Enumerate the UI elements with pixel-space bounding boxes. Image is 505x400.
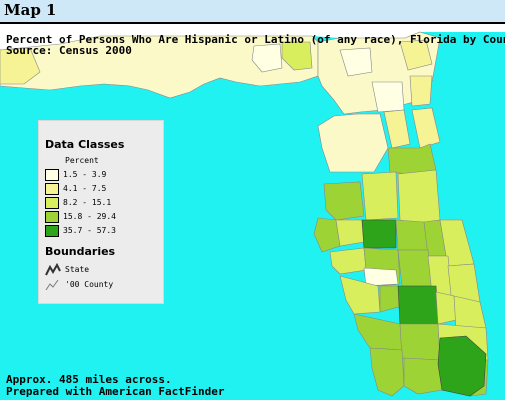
county-duval[interactable] — [399, 39, 433, 71]
county-gadsden[interactable] — [251, 43, 283, 73]
county-hendry[interactable] — [397, 285, 439, 325]
legend-swatch-4 — [45, 211, 59, 223]
county-monroe-mainland[interactable] — [403, 357, 443, 395]
boundary-county-label: '00 County — [65, 280, 114, 289]
boundary-county: '00 County — [45, 278, 155, 292]
map-title: Percent of Persons Who Are Hispanic or L… — [6, 34, 505, 56]
county-collier[interactable] — [369, 347, 405, 397]
legend-swatch-1 — [45, 169, 59, 181]
legend-class-4: 15.8 - 29.4 — [45, 211, 155, 223]
legend-title: Data Classes — [45, 138, 125, 151]
map-frame: Percent of Persons Who Are Hispanic or L… — [0, 22, 505, 400]
legend-label-5: 35.7 - 57.3 — [63, 226, 116, 235]
county-volusia-north[interactable] — [387, 143, 437, 175]
county-boundary-icon — [45, 279, 59, 291]
header-bar: Map 1 — [0, 0, 505, 22]
county-miami-dade[interactable] — [437, 335, 487, 397]
county-lake-sumter[interactable] — [361, 171, 399, 221]
county-escambia[interactable] — [0, 47, 41, 85]
legend-label-1: 1.5 - 3.9 — [63, 170, 107, 179]
legend-class-3: 8.2 - 15.1 — [45, 197, 155, 209]
legend-class-1: 1.5 - 3.9 — [45, 169, 155, 181]
legend-swatch-2 — [45, 183, 59, 195]
legend-label-3: 8.2 - 15.1 — [63, 198, 112, 207]
legend-label-2: 4.1 - 7.5 — [63, 184, 107, 193]
boundary-state-label: State — [65, 265, 90, 274]
county-highlands-west[interactable] — [397, 249, 433, 287]
county-polk-orange[interactable] — [395, 219, 429, 251]
legend-label-4: 15.8 - 29.4 — [63, 212, 116, 221]
legend-subtitle: Percent — [65, 156, 99, 165]
county-brevard-north[interactable] — [397, 169, 441, 225]
legend-panel: Data Classes Percent 1.5 - 3.9 4.1 - 7.5… — [38, 120, 164, 304]
map-credit: Prepared with American FactFinder — [6, 385, 225, 398]
page-title: Map 1 — [4, 1, 57, 19]
map-title-source: Source: Census 2000 — [6, 44, 132, 57]
map-title-line1: Percent of Persons Who Are Hispanic or L… — [6, 33, 505, 46]
florida-county-map — [0, 24, 505, 400]
county-panhandle[interactable] — [0, 35, 319, 99]
county-columbia[interactable] — [339, 47, 373, 77]
county-manatee-west[interactable] — [329, 247, 367, 275]
county-collier-north[interactable] — [399, 323, 441, 361]
map-scale-note: Approx. 485 miles across. — [6, 373, 172, 386]
county-sarasota[interactable] — [339, 275, 381, 315]
county-st-johns[interactable] — [409, 75, 433, 107]
county-marion-citrus[interactable] — [317, 113, 389, 173]
county-pasco[interactable] — [335, 219, 365, 247]
state-boundary-icon — [45, 263, 61, 276]
county-alachua[interactable] — [371, 81, 405, 113]
county-hillsborough[interactable] — [361, 219, 397, 249]
county-hernando[interactable] — [323, 181, 365, 221]
county-putnam[interactable] — [383, 109, 411, 149]
legend-swatch-5 — [45, 225, 59, 237]
legend-class-5: 35.7 - 57.3 — [45, 225, 155, 237]
county-flagler[interactable] — [411, 107, 441, 149]
county-pinellas[interactable] — [313, 217, 341, 253]
legend-class-2: 4.1 - 7.5 — [45, 183, 155, 195]
legend-swatch-3 — [45, 197, 59, 209]
boundaries-title: Boundaries — [45, 245, 116, 258]
county-sarasota-strip[interactable] — [363, 267, 399, 287]
county-leon[interactable] — [281, 41, 313, 71]
neighbor-states — [0, 24, 505, 50]
county-martin-west[interactable] — [435, 291, 457, 325]
boundary-state: State — [45, 263, 155, 277]
